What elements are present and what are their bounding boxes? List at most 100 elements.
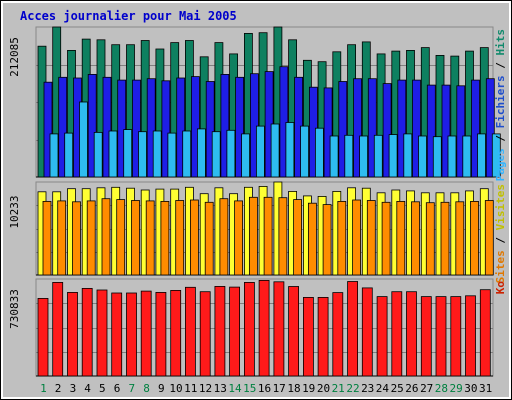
bar-ko-10 (170, 289, 182, 377)
bar-pages-11 (196, 128, 206, 178)
y-max-label: 10233 (8, 195, 21, 228)
bar-sites-14 (234, 200, 244, 276)
bar-pages-26 (418, 135, 427, 178)
bar-ko-8 (140, 290, 152, 377)
y-max-label: 730833 (8, 289, 21, 329)
bar-fichiers-25 (397, 79, 407, 178)
bar-fichiers-28 (441, 84, 451, 178)
bar-ko-2 (52, 281, 64, 377)
bar-pages-14 (241, 133, 251, 178)
x-tick-label: 21 (332, 382, 345, 395)
bar-sites-26 (411, 201, 420, 276)
bar-sites-25 (396, 200, 406, 276)
bar-sites-3 (72, 201, 81, 276)
x-tick-label: 20 (317, 382, 330, 395)
legend-label: Pages (494, 148, 507, 181)
bar-ko-31 (479, 289, 491, 377)
legend-label: / (494, 128, 507, 148)
x-tick-label: 26 (405, 382, 418, 395)
series-legend: Sites / Visites (494, 184, 507, 283)
bar-ko-27 (420, 296, 432, 377)
bar-sites-27 (425, 202, 435, 276)
x-tick-label: 15 (243, 382, 256, 395)
bar-ko-30 (465, 295, 476, 377)
bar-ko-9 (155, 291, 167, 377)
x-tick-label: 12 (199, 382, 212, 395)
bar-sites-19 (307, 202, 317, 276)
bar-fichiers-14 (235, 76, 245, 178)
chart-title: Acces journalier pour Mai 2005 (20, 9, 237, 23)
x-tick-label: 10 (169, 382, 182, 395)
bar-sites-29 (455, 201, 465, 276)
series-hits (37, 26, 489, 178)
bar-sites-15 (248, 196, 258, 276)
bar-pages-10 (182, 130, 192, 178)
bar-pages-20 (329, 135, 339, 178)
legend-label: Ko (494, 281, 507, 295)
x-tick-label: 24 (376, 382, 390, 395)
panel-3: 730833 Ko (8, 278, 507, 377)
bar-ko-5 (96, 289, 108, 377)
bar-ko-20 (317, 296, 329, 377)
series-pages (49, 101, 501, 178)
x-tick-label: 31 (479, 382, 492, 395)
bar-fichiers-12 (205, 81, 215, 178)
x-tick-label: 17 (273, 382, 286, 395)
bar-sites-30 (470, 200, 479, 276)
bar-sites-16 (263, 196, 273, 276)
bar-ko-24 (376, 296, 388, 377)
bar-pages-22 (359, 135, 369, 178)
bar-ko-14 (229, 286, 241, 377)
bar-fichiers-6 (117, 79, 127, 178)
bar-fichiers-11 (190, 76, 200, 178)
series-legend: Pages / Fichiers / Hits (494, 29, 507, 181)
legend-label: / (494, 230, 507, 250)
bar-pages-27 (432, 136, 442, 178)
series-legend: Ko (494, 281, 507, 295)
x-tick-label: 2 (55, 382, 62, 395)
bar-pages-28 (447, 135, 457, 178)
bar-pages-29 (462, 135, 472, 178)
bar-sites-18 (293, 199, 303, 276)
bar-pages-23 (373, 134, 383, 178)
x-tick-label: 22 (346, 382, 359, 395)
bar-ko-29 (450, 296, 462, 377)
bar-pages-30 (477, 133, 486, 178)
bar-pages-18 (300, 125, 310, 178)
bar-pages-21 (344, 134, 354, 178)
x-tick-label: 6 (114, 382, 121, 395)
bar-fichiers-2 (58, 76, 68, 178)
x-tick-label: 28 (435, 382, 448, 395)
bar-ko-6 (111, 292, 123, 377)
x-tick-label: 5 (99, 382, 106, 395)
bar-sites-2 (57, 200, 67, 276)
bar-ko-26 (406, 291, 417, 377)
bar-sites-7 (131, 200, 140, 276)
bar-ko-22 (347, 281, 359, 377)
x-tick-label: 16 (258, 382, 271, 395)
bar-fichiers-17 (279, 66, 289, 178)
x-tick-label: 30 (464, 382, 477, 395)
bar-ko-16 (258, 279, 270, 377)
chart-panels: 212085 Pages / Fichiers / Hits 10233 Sites … (8, 26, 507, 377)
x-tick-label: 7 (128, 382, 135, 395)
bar-sites-22 (352, 199, 362, 276)
bar-ko-15 (243, 281, 255, 377)
x-axis-ticks: 1 2 3 4 5 6 7 8 9 10 11 12 13 14 15 16 17 18 19 20 21 22 23 24 2… (40, 382, 492, 395)
bar-pages-9 (167, 132, 177, 178)
bar-ko-1 (37, 297, 49, 377)
bar-sites-5 (101, 198, 111, 276)
x-tick-label: 13 (214, 382, 227, 395)
bar-fichiers-20 (323, 87, 333, 178)
x-tick-label: 8 (143, 382, 150, 395)
bar-ko-4 (81, 287, 93, 377)
bar-ko-3 (67, 291, 78, 377)
bar-fichiers-22 (353, 78, 363, 178)
legend-label: Visites (494, 184, 507, 230)
bar-sites-11 (189, 199, 199, 276)
legend-label: / (494, 56, 507, 76)
bar-sites-20 (322, 204, 332, 276)
bar-pages-13 (226, 129, 236, 178)
bar-pages-31 (491, 133, 501, 178)
